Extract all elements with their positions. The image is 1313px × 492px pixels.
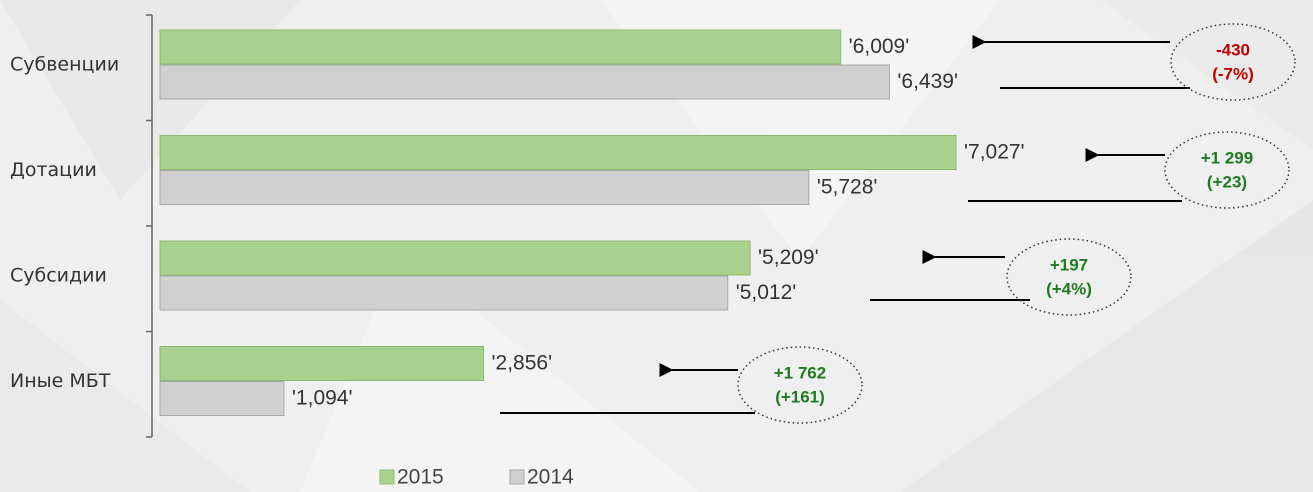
legend-label: 2014 xyxy=(527,466,574,489)
legend-swatch xyxy=(509,469,525,485)
callout-text: (+23) xyxy=(1207,172,1247,191)
value-label: '5,012' xyxy=(736,281,797,304)
category-label: Субвенции xyxy=(10,54,119,76)
bar xyxy=(159,170,810,205)
callout-text: -430 xyxy=(1216,40,1250,59)
callout-text: +197 xyxy=(1050,255,1088,274)
callout xyxy=(1170,23,1296,101)
bar xyxy=(159,135,957,170)
callout-text: (+4%) xyxy=(1046,279,1092,298)
category-label: Иные МБТ xyxy=(10,370,111,392)
callout-text: +1 299 xyxy=(1201,148,1253,167)
category-label: Дотации xyxy=(10,159,97,181)
bar xyxy=(159,64,890,100)
value-label: '2,856' xyxy=(492,352,553,375)
value-label: '6,009' xyxy=(849,35,910,58)
category-label: Субсидии xyxy=(10,265,107,287)
callout xyxy=(1006,238,1132,316)
legend-swatch xyxy=(379,469,395,485)
value-label: '1,094' xyxy=(292,387,353,410)
callout-text: (-7%) xyxy=(1212,64,1254,83)
bar xyxy=(159,381,285,416)
bar xyxy=(159,29,842,65)
bar xyxy=(159,240,751,276)
value-label: '7,027' xyxy=(964,141,1025,164)
callout xyxy=(737,346,863,424)
value-label: '6,439' xyxy=(897,70,958,93)
bar xyxy=(159,275,729,311)
bar xyxy=(159,346,485,381)
value-label: '5,209' xyxy=(758,246,819,269)
callout-text: +1 762 xyxy=(774,363,826,382)
legend-label: 2015 xyxy=(397,466,444,489)
callout xyxy=(1164,131,1290,209)
callout-text: (+161) xyxy=(775,387,825,406)
value-label: '5,728' xyxy=(817,176,878,199)
